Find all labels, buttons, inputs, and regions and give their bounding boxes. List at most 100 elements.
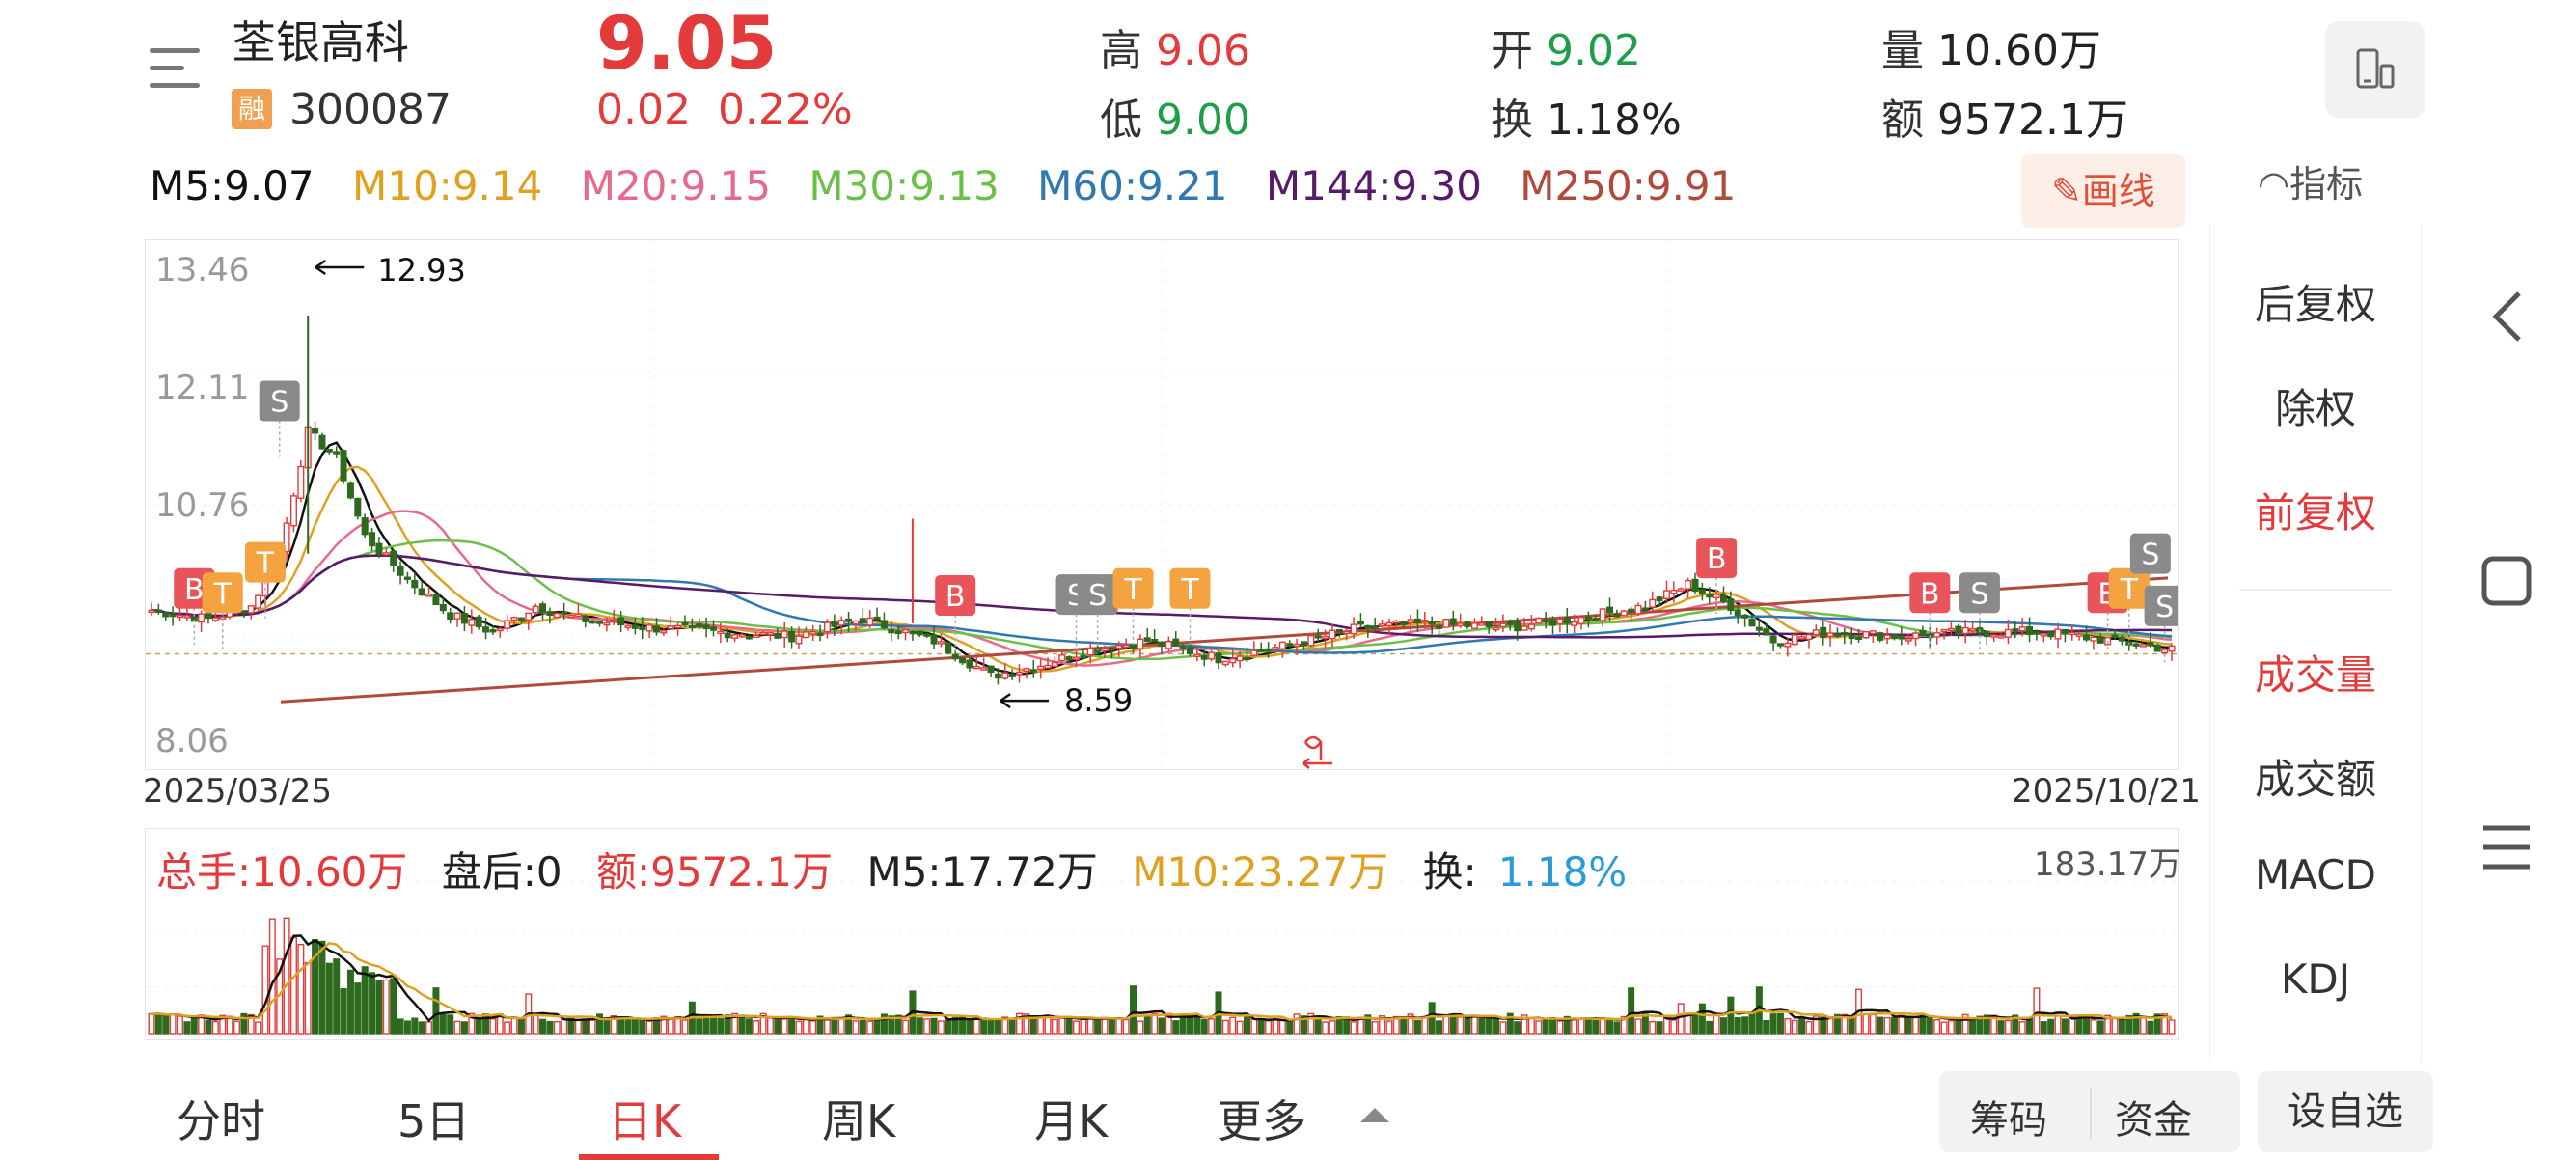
candle (247, 605, 255, 620)
candle (945, 641, 952, 654)
tab-5day[interactable]: 5日 (397, 1095, 471, 1147)
add-watchlist-button[interactable]: 设自选 (2258, 1071, 2433, 1152)
volume-ma10-line (151, 941, 2173, 1021)
candle-body (1826, 632, 1834, 637)
recents-nav-icon[interactable] (2480, 822, 2534, 872)
candle-body (297, 465, 305, 499)
funds-button[interactable]: 资金 (2115, 1098, 2192, 1143)
candle (1734, 606, 1741, 624)
option-volume[interactable]: 成交量 (2254, 651, 2376, 699)
candle-body (2004, 628, 2012, 638)
tab-daily-k[interactable]: 日K (608, 1095, 682, 1147)
landscape-toggle-button[interactable] (2325, 21, 2425, 118)
candle (702, 617, 710, 638)
menu-icon[interactable] (150, 39, 207, 97)
signal-badge (1169, 567, 1211, 609)
candle-body (930, 634, 938, 645)
candle-body (738, 634, 746, 638)
candle (923, 632, 931, 639)
volume-bar (283, 917, 290, 1035)
candle-body (1001, 672, 1009, 679)
option-ex-rights[interactable]: 除权 (2274, 385, 2356, 432)
candle-body (1364, 624, 1372, 629)
candle (1940, 628, 1948, 640)
signal-badge (2144, 585, 2178, 626)
candle (759, 630, 767, 636)
candle (1755, 619, 1763, 637)
candle (1947, 620, 1955, 636)
candle-body (340, 450, 347, 482)
candle (1769, 634, 1777, 651)
signal-badge (1112, 567, 1154, 609)
back-nav-icon[interactable] (2484, 288, 2533, 345)
candle-body (2111, 634, 2119, 638)
candle-body (1670, 589, 1678, 594)
candle-body (1457, 622, 1465, 627)
candle-body (1236, 655, 1244, 662)
candle (617, 610, 625, 632)
candle-body (2069, 631, 2076, 636)
volume-bar (1314, 1016, 1322, 1035)
signal-label: S (270, 385, 288, 419)
option-amount[interactable]: 成交额 (2254, 756, 2376, 803)
volume-ma5-line (151, 934, 2173, 1023)
volume-bar (1392, 1015, 1400, 1035)
candle-body (517, 617, 525, 621)
candle-body (2118, 636, 2125, 642)
candle-body (1592, 618, 1600, 621)
candle (453, 612, 461, 627)
candle (148, 602, 155, 617)
tab-monthly-k[interactable]: 月K (1034, 1095, 1109, 1147)
draw-line-button[interactable]: ✎画线 (2021, 154, 2185, 228)
candle-body (1862, 631, 1870, 639)
indicator-button[interactable]: ◠指标 (2258, 154, 2363, 207)
option-pre-adjusted[interactable]: 前复权 (2254, 489, 2376, 537)
caret-up-icon[interactable] (1360, 1108, 1389, 1122)
ma20-label: M20:9.15 (580, 162, 772, 209)
candle-body (1527, 623, 1535, 630)
ma5-label: M5:9.07 (150, 162, 315, 209)
volume-bar (880, 1013, 888, 1035)
option-kdj[interactable]: KDJ (2280, 955, 2351, 1003)
total-volume: 总手:10.60万 (156, 848, 408, 896)
tab-more[interactable]: 更多 (1218, 1095, 1306, 1147)
volume-bar (966, 1020, 973, 1035)
volume-bar (816, 1015, 824, 1035)
candle-body (1335, 628, 1343, 633)
volume-bar (1706, 1020, 1713, 1035)
candle-body (1314, 635, 1322, 639)
tab-weekly-k[interactable]: 周K (822, 1095, 896, 1147)
candle (1086, 643, 1094, 664)
volume-bar (582, 1019, 589, 1035)
candle (460, 606, 468, 632)
chips-button[interactable]: 筹码 (1970, 1098, 2047, 1143)
candle-body (539, 603, 547, 614)
volume-bar (1527, 1016, 1535, 1035)
volume-bar (162, 1014, 170, 1035)
option-macd[interactable]: MACD (2255, 851, 2376, 898)
volume-bar (2075, 1017, 2083, 1035)
candle (1997, 633, 2005, 639)
volume-bar (937, 1020, 945, 1035)
volume-bar (1713, 1012, 1720, 1035)
volume-bar (845, 1014, 853, 1035)
candle-body (1421, 620, 1429, 623)
volume-chart[interactable] (145, 828, 2179, 1040)
candle-body (1898, 636, 1905, 640)
candle-body (1784, 642, 1792, 648)
candle (2054, 622, 2062, 649)
candle (1620, 609, 1628, 617)
tab-intraday[interactable]: 分时 (177, 1095, 265, 1147)
volume-legend: 总手:10.60万 盘后:0 额:9572.1万 M5:17.72万 M10:2… (156, 840, 1648, 898)
candle-body (653, 625, 661, 633)
candle-body (873, 616, 881, 621)
home-nav-icon[interactable] (2480, 554, 2534, 608)
volume-bar (624, 1019, 632, 1035)
volume-bar (354, 982, 362, 1035)
candle-body (1470, 622, 1478, 629)
volume-bar (1670, 1019, 1678, 1035)
option-post-adjusted[interactable]: 后复权 (2254, 281, 2376, 328)
volume-bar (1955, 1019, 1962, 1035)
candle-body (346, 482, 354, 499)
